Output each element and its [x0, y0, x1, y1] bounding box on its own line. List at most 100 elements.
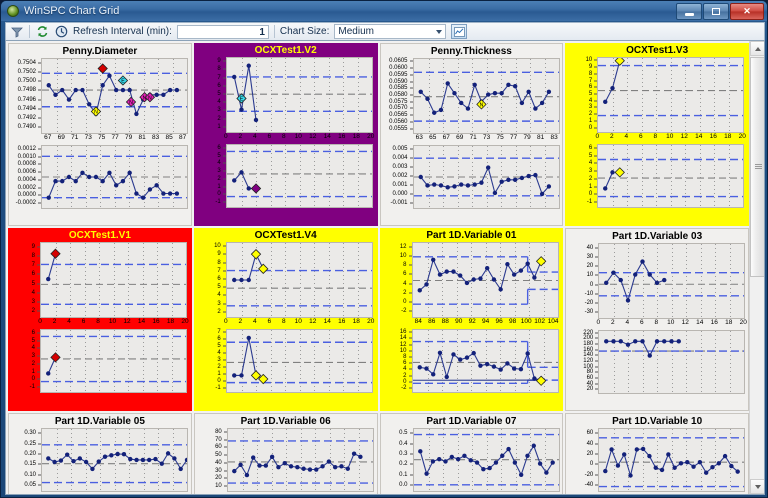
chart-panel[interactable]: Penny.Diameter 0.7504 0.7502 0.7500 0.7498 0.… — [8, 43, 192, 226]
chart-panel[interactable]: Part 1D.Variable 05 0.30 0.25 0.20 0.15 0.10 0… — [8, 413, 192, 494]
refresh-interval-input[interactable]: 1 — [176, 24, 269, 39]
plot-area[interactable] — [226, 428, 374, 492]
scroll-down-button[interactable] — [750, 479, 764, 494]
plot-area[interactable] — [597, 57, 745, 133]
plot-area[interactable] — [598, 243, 746, 319]
close-button[interactable]: ✕ — [730, 3, 764, 20]
y-tick-mark — [222, 366, 226, 368]
y-tick-mark — [594, 106, 598, 108]
chart-panel[interactable]: Part 1D.Variable 07 0.5 0.4 0.3 0.2 0.1 0.0 — [379, 413, 564, 494]
y-tick-mark — [409, 128, 413, 130]
y-tick-label: 14 — [399, 335, 407, 342]
clock-icon[interactable] — [54, 25, 68, 39]
y-tick-mark — [409, 148, 413, 150]
y-tick-label: 2 — [31, 308, 35, 315]
y-tick-mark — [38, 443, 41, 444]
plot-area[interactable] — [41, 428, 188, 492]
y-tick-label: 30 — [586, 253, 594, 260]
chart-panel[interactable]: Part 1D.Variable 10 60 40 20 0 -20 -40 — [565, 413, 749, 494]
maximize-button[interactable] — [703, 3, 729, 20]
plot-area[interactable] — [225, 242, 373, 318]
plot-area[interactable] — [598, 330, 746, 394]
y-tick-mark — [594, 201, 598, 203]
y-tick-label: 0.0585 — [389, 85, 408, 92]
refresh-icon[interactable] — [35, 25, 49, 39]
chart-panel[interactable]: Part 1D.Variable 03 40 30 20 10 0 -10 -20 -30 0 2 4… — [565, 228, 749, 411]
plot-area[interactable]: E — [225, 57, 373, 133]
y-tick-mark — [594, 147, 598, 149]
x-axis: 63 65 67 69 71 73 75 77 79 81 83 — [413, 134, 558, 145]
chart-view-button[interactable] — [451, 24, 468, 39]
x-tick-label: 6 — [639, 319, 644, 326]
plot-area[interactable] — [225, 144, 373, 208]
x-tick-label: 6 — [267, 318, 272, 325]
plot-area[interactable] — [598, 428, 746, 492]
x-tick-label: 94 — [482, 318, 490, 325]
y-tick-mark — [408, 344, 412, 345]
plot-area[interactable] — [597, 144, 745, 208]
x-axis: 0 2 4 6 8 10 12 14 16 18 20 — [595, 133, 745, 144]
plot-area[interactable] — [40, 242, 187, 318]
x-tick-label: 18 — [166, 318, 175, 325]
scroll-up-button[interactable] — [750, 41, 764, 56]
plot-area[interactable] — [412, 145, 560, 209]
y-tick-label: 6 — [217, 336, 221, 343]
plot-area[interactable] — [411, 329, 559, 393]
x-tick-label: 14 — [137, 318, 146, 325]
y-tick-label: 2 — [217, 115, 221, 122]
y-tick-label: 3 — [588, 104, 593, 111]
chart-panel[interactable]: Part 1D.Variable 06 80 70 60 50 40 30 20 10 — [193, 413, 378, 494]
y-tick-label: 1 — [217, 123, 221, 130]
y-tick-label: -0.0002 — [15, 200, 36, 207]
minimize-button[interactable] — [676, 3, 702, 20]
plot-area[interactable] — [40, 329, 187, 393]
y-tick-label: 0.0012 — [17, 145, 36, 152]
x-tick-label: 4 — [252, 133, 257, 140]
x-tick-label: 79 — [125, 134, 133, 141]
y-tick-mark — [222, 193, 226, 195]
y-tick-label: 0.001 — [392, 181, 408, 188]
y-tick-mark — [408, 362, 412, 364]
scrollbar-thumb[interactable] — [750, 57, 764, 277]
chart-panel[interactable]: OCXTest1.V4 10 9 8 7 6 5 4 3 2 0 2 4 6 8 10 12 14 16 18 20 7 6… — [193, 228, 378, 411]
y-tick-label: 2 — [31, 360, 35, 367]
y-tick-label: 12 — [399, 341, 407, 348]
y-tick-mark — [595, 366, 599, 368]
plot-area[interactable] — [411, 242, 559, 318]
y-tick-mark — [595, 371, 599, 373]
chart-panel[interactable]: OCXTest1.V1 9 8 7 6 5 4 3 2 0 2 4 6 8 10 12 14 16 18 20 6 5 4 3… — [8, 228, 192, 411]
funnel-icon[interactable] — [10, 25, 24, 39]
vertical-scrollbar[interactable] — [749, 41, 764, 494]
y-tick-mark — [595, 383, 599, 385]
plot-area[interactable]: N — [412, 58, 560, 134]
chart-panel[interactable]: OCXTest1.V2 9 8 7 6 5 4 3 2 1 E 0 2 4 6 8 10 12 14 16 18 20 6 5… — [193, 43, 378, 226]
chart-panel[interactable]: Penny.Thickness 0.0605 0.0600 0.0595 0.0590 0… — [379, 43, 564, 226]
y-tick-label: 9 — [217, 58, 221, 65]
plot-area[interactable] — [225, 329, 373, 393]
plot-area[interactable] — [412, 428, 560, 492]
y-axis: 40 30 20 10 0 -10 -20 -30 — [568, 243, 599, 317]
x-tick-label: 2 — [238, 133, 243, 140]
y-tick-label: 3 — [217, 357, 221, 363]
y-tick-label: 70 — [215, 436, 222, 443]
plot-area[interactable] — [41, 145, 188, 209]
y-tick-mark — [595, 311, 599, 313]
y-tick-mark — [595, 274, 599, 276]
y-tick-label: 1 — [217, 370, 221, 377]
y-tick-mark — [409, 166, 413, 168]
chart-panel[interactable]: Part 1D.Variable 01 12 10 8 6 4 2 0 -2 84 86 88 90 92… — [379, 228, 564, 411]
refresh-interval-label: Refresh Interval (min): — [73, 26, 172, 37]
y-tick-label: 3 — [588, 168, 593, 175]
window-controls: ✕ — [676, 3, 764, 20]
x-tick-label: 16 — [710, 319, 718, 326]
y-tick-label: 0.0 — [399, 481, 408, 488]
chart-size-select[interactable]: Medium — [334, 24, 447, 39]
y-tick-mark — [594, 73, 598, 75]
y-tick-label: 4 — [217, 160, 221, 167]
chart-title: Part 1D.Variable 03 — [612, 231, 703, 242]
x-tick-label: 90 — [455, 318, 463, 325]
y-tick-label: 4 — [217, 350, 221, 357]
chart-panel[interactable]: OCXTest1.V3 10 9 8 7 6 5 4 3 2 1 0 0 2 4 6 8 10 12 14 16 18 20… — [565, 43, 749, 226]
